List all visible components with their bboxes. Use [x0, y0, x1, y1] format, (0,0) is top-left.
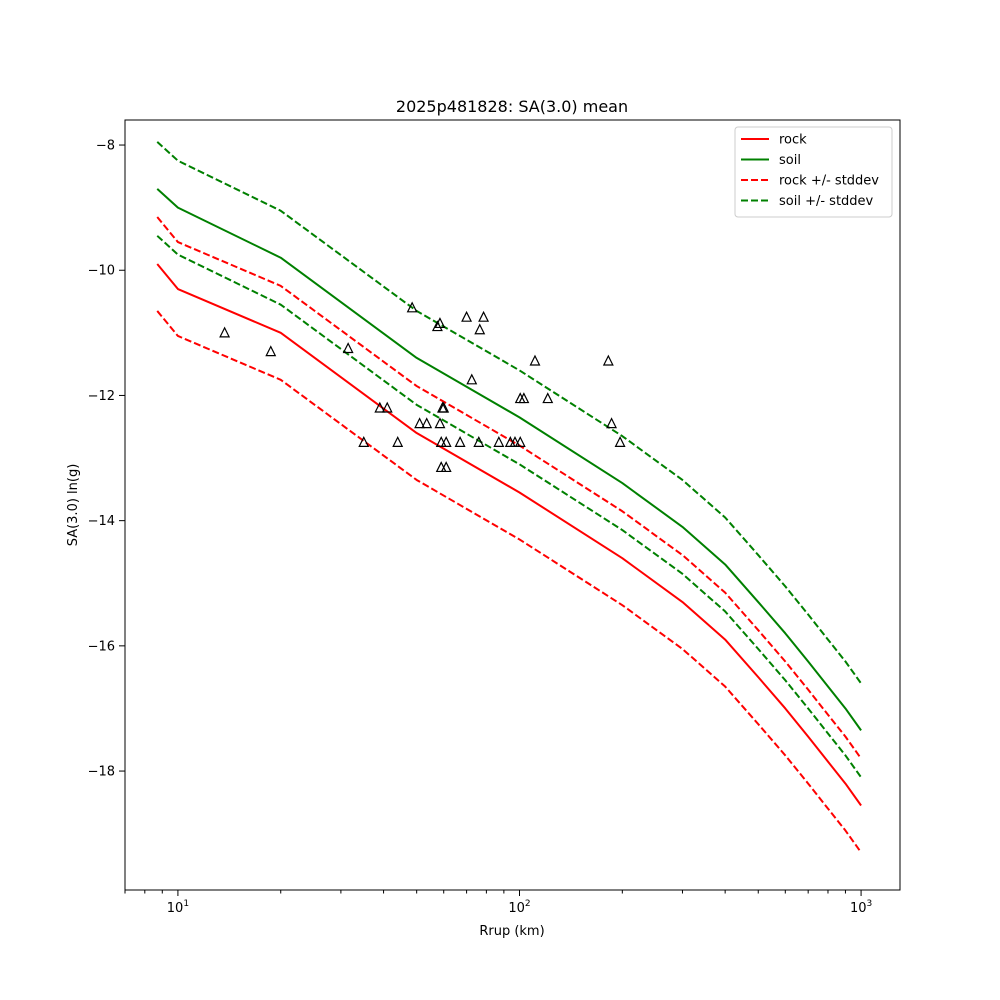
plot-frame: [124, 119, 901, 891]
observation-point: [518, 392, 530, 404]
observation-point: [440, 436, 452, 447]
observation-point: [474, 323, 486, 335]
legend-entry-label: soil +/- stddev: [779, 194, 874, 209]
observation-point: [358, 436, 370, 447]
x-tick-label: 101: [167, 899, 189, 916]
observation-point: [461, 310, 473, 322]
legend: rock soil rock +/- stddev soil +/- stddev: [734, 126, 893, 218]
observation-point: [440, 461, 452, 473]
observation-point: [514, 436, 526, 447]
observation-point: [438, 401, 450, 413]
observation-point: [478, 310, 490, 322]
observation-point: [606, 417, 618, 429]
observation-point: [602, 354, 614, 366]
series-layer: [156, 141, 862, 854]
observations-layer: [219, 301, 626, 473]
y-tick-label: −10: [88, 264, 115, 279]
y-tick-label: −14: [88, 514, 115, 529]
chart-title: 2025p481828: SA(3.0) mean: [396, 97, 628, 116]
observation-point: [542, 392, 554, 404]
y-axis-label: SA(3.0) ln(g): [66, 464, 81, 547]
observation-point: [493, 436, 505, 447]
observation-point: [454, 436, 466, 447]
series-line-rock-0: [156, 263, 862, 807]
observation-point: [434, 417, 446, 429]
observation-point: [431, 320, 443, 332]
observation-point: [392, 436, 404, 447]
x-axis-label: Rrup (km): [479, 924, 544, 939]
plot-area: [124, 119, 901, 891]
observation-point: [466, 373, 478, 385]
x-tick-label: 102: [508, 899, 530, 916]
observation-point: [374, 401, 386, 413]
observation-point: [414, 417, 426, 429]
x-tick-label: 103: [850, 899, 872, 916]
observation-point: [381, 401, 393, 413]
y-tick-label: −18: [88, 765, 115, 780]
observation-point: [406, 301, 418, 313]
legend-entry-label: rock: [779, 133, 807, 148]
observation-point: [529, 354, 541, 366]
observation-point: [219, 326, 231, 338]
y-axis: −8 −10 −12 −14 −16 −18: [88, 139, 125, 780]
series-line-rock-stddev-2: [156, 216, 862, 760]
series-line-stddev-lower-3: [156, 310, 862, 854]
observation-point: [473, 436, 485, 447]
legend-box: [734, 126, 893, 218]
series-line-soil-1: [156, 188, 862, 731]
x-axis: 101 102 103: [124, 890, 872, 916]
y-tick-label: −12: [88, 389, 115, 404]
observation-point: [434, 317, 446, 329]
observation-point: [265, 345, 277, 357]
observation-point: [421, 417, 433, 429]
y-tick-label: −16: [88, 639, 115, 654]
series-line-soil-stddev-4: [156, 141, 862, 684]
legend-entry-label: soil: [779, 153, 801, 168]
legend-entry-label: rock +/- stddev: [779, 174, 879, 189]
series-line-stddev-lower-5: [156, 235, 862, 778]
y-tick-label: −8: [96, 139, 115, 154]
observation-point: [342, 342, 354, 354]
observation-point: [614, 436, 626, 447]
observation-point: [509, 436, 521, 447]
